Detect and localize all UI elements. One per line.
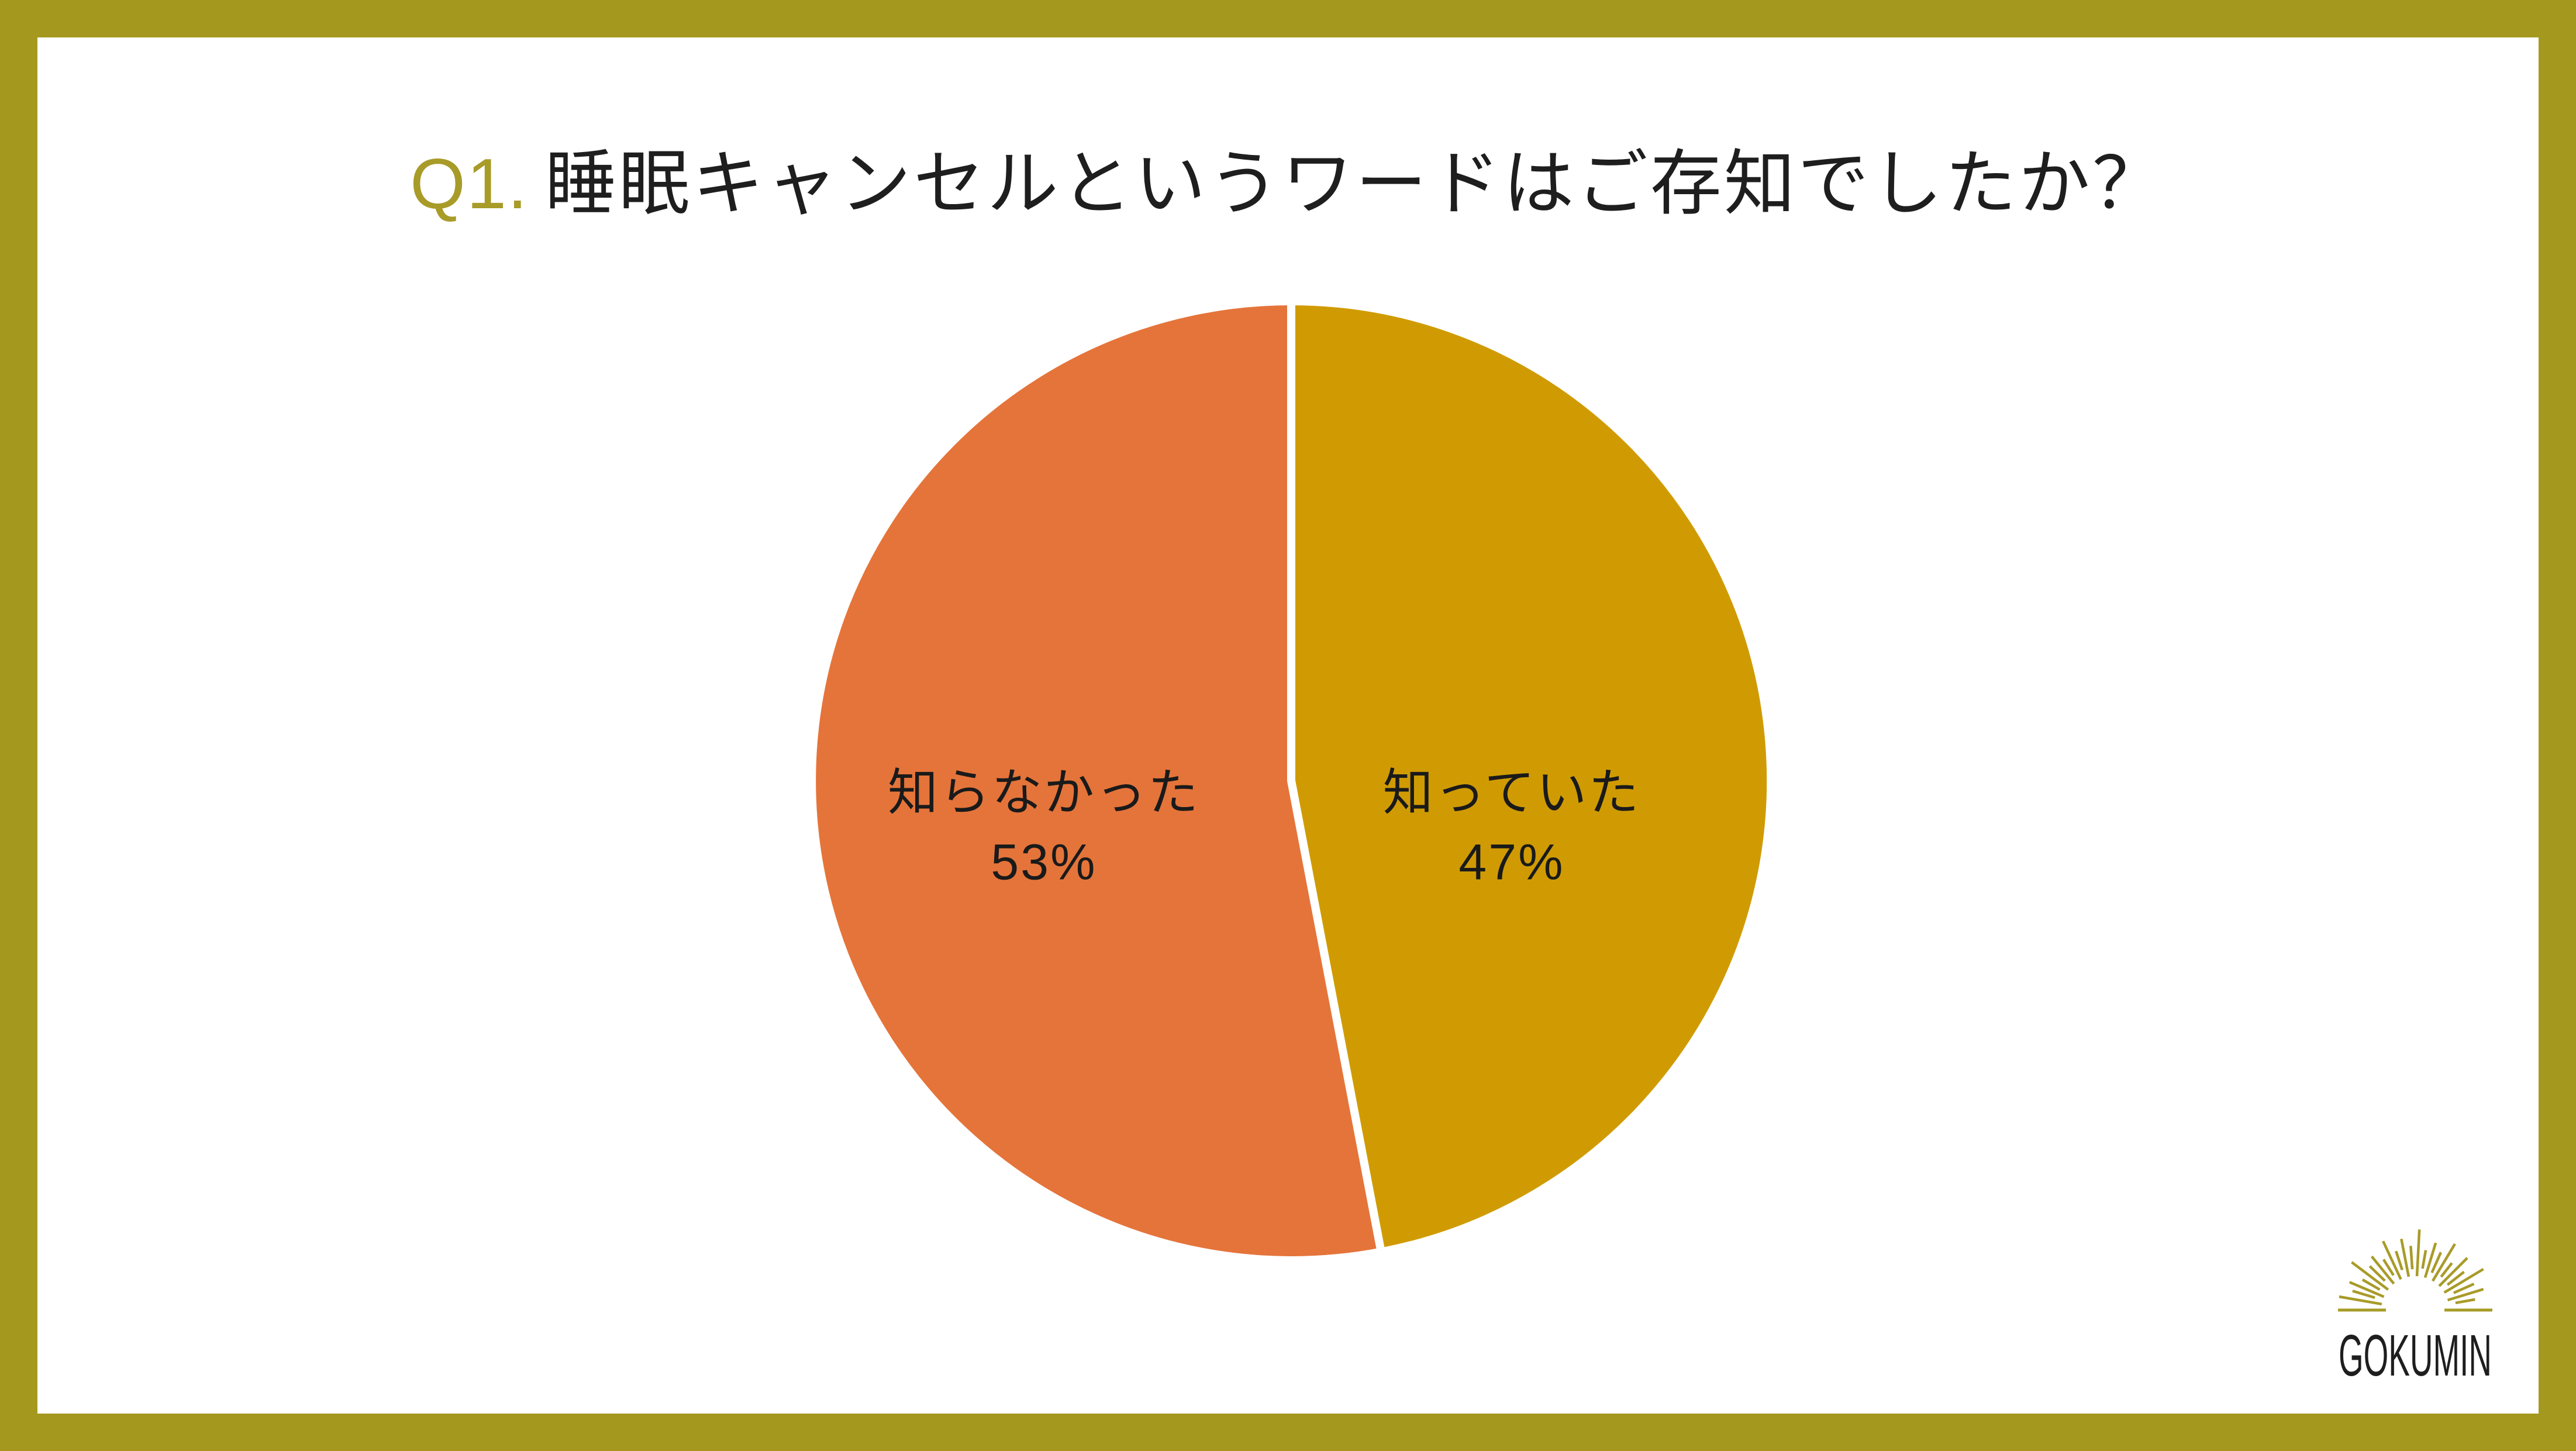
- pie-chart: 知らなかった 53% 知っていた 47%: [777, 266, 1806, 1295]
- slice-label-pct: 53%: [991, 834, 1097, 890]
- pie-slice-knew: [1287, 297, 1775, 1257]
- sun-ray: [2351, 1261, 2389, 1291]
- sun-ray: [2447, 1288, 2484, 1302]
- sun-ray: [2382, 1240, 2402, 1280]
- logo-wordmark: GOKUMIN: [2339, 1323, 2492, 1380]
- sun-ray: [2339, 1295, 2382, 1306]
- pie-chart-svg: [808, 297, 1775, 1264]
- slice-label-knew: 知っていた 47%: [1383, 758, 1641, 897]
- sun-ray: [2395, 1250, 2403, 1271]
- sun-ray: [2382, 1259, 2395, 1276]
- sun-ray: [2443, 1268, 2484, 1294]
- sun-ray: [2409, 1246, 2414, 1270]
- question-text: 睡眠キャンセルというワードはご存知でしたか？: [544, 144, 2166, 223]
- sunburst-horizon-left: [2338, 1308, 2386, 1312]
- sun-ray: [2431, 1243, 2456, 1282]
- sun-ray: [2370, 1255, 2395, 1285]
- sun-ray: [2453, 1283, 2475, 1294]
- sunburst-horizon-right: [2444, 1308, 2492, 1312]
- sun-ray: [2446, 1270, 2465, 1286]
- sun-ray: [2352, 1290, 2375, 1300]
- gokumin-logo-svg: GOKUMIN: [2338, 1229, 2492, 1380]
- slice-label-text: 知らなかった: [888, 764, 1200, 821]
- sun-ray: [2349, 1281, 2385, 1298]
- question-number: Q1.: [410, 144, 529, 223]
- slice-label-did-not-know: 知らなかった 53%: [888, 758, 1200, 897]
- pie-slice-did-not-know: [808, 297, 1386, 1264]
- sun-ray: [2438, 1257, 2468, 1287]
- sun-ray: [2423, 1242, 2437, 1278]
- sun-ray: [2415, 1229, 2421, 1277]
- sun-ray: [2421, 1250, 2427, 1269]
- sun-ray: [2361, 1278, 2381, 1291]
- sun-ray: [2430, 1252, 2442, 1274]
- sun-ray: [2400, 1238, 2411, 1277]
- sun-ray: [2455, 1298, 2475, 1305]
- slice-label-pct: 47%: [1458, 834, 1565, 890]
- slice-label-text: 知っていた: [1382, 764, 1641, 821]
- sun-ray: [2368, 1265, 2386, 1282]
- chart-title: Q1. 睡眠キャンセルというワードはご存知でしたか？: [0, 126, 2576, 229]
- sun-ray: [2440, 1262, 2453, 1278]
- sunburst-icon: [2339, 1229, 2484, 1306]
- gokumin-logo: GOKUMIN: [2333, 1228, 2497, 1380]
